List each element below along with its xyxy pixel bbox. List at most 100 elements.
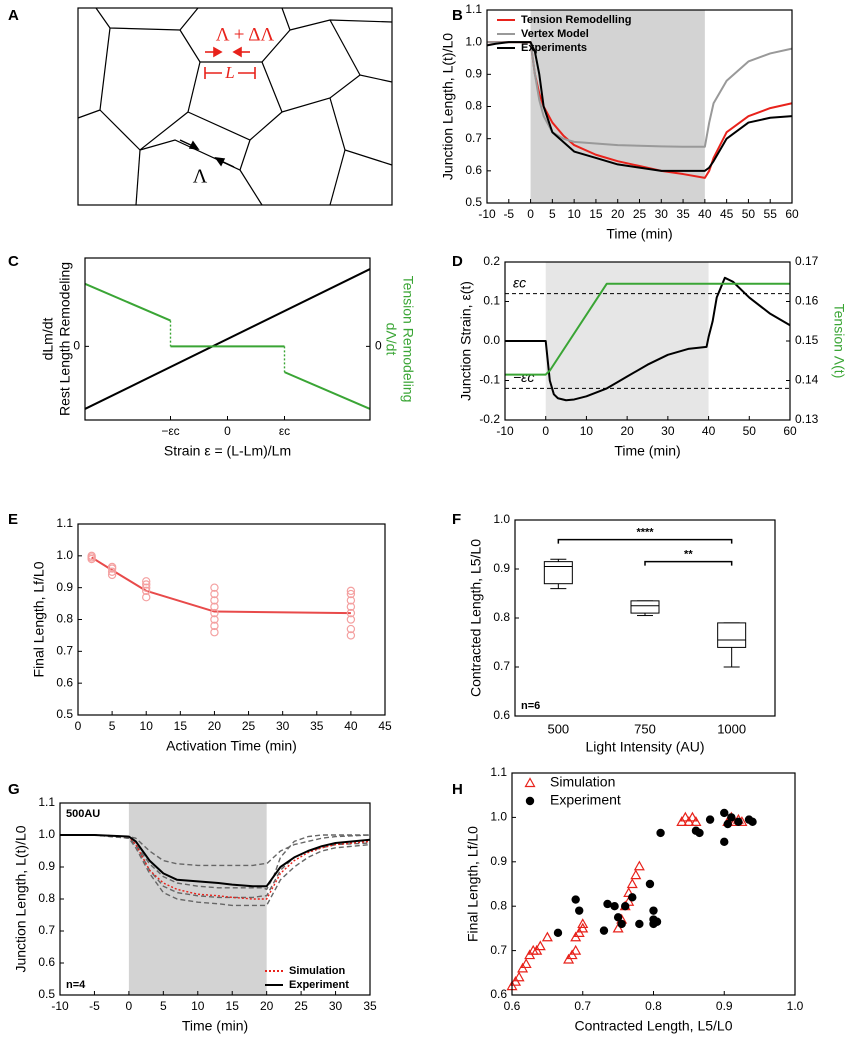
panel-label: B	[452, 7, 463, 24]
panel-label: F	[452, 511, 461, 528]
series-line	[91, 556, 351, 615]
marker	[346, 631, 356, 640]
significance-bracket	[557, 538, 733, 544]
y-tick-label: 0.9	[38, 859, 55, 873]
y-axis-label: Junction Strain, ε(t)	[458, 281, 474, 401]
arrow-head	[188, 140, 200, 150]
panel-label: A	[8, 7, 19, 24]
marker	[210, 602, 219, 611]
x-tick-label: 40	[702, 424, 716, 438]
x-tick-label: 20	[260, 999, 274, 1013]
x-tick-label: 1.0	[787, 999, 804, 1013]
x-tick-label: -5	[503, 207, 514, 221]
x-axis-label: Time (min)	[606, 226, 672, 242]
x-tick-label: 20	[620, 424, 634, 438]
marker	[695, 828, 704, 838]
marker	[610, 902, 619, 911]
y-tick-label: 0.8	[465, 99, 482, 113]
marker	[720, 808, 729, 818]
x-tick-label: -10	[51, 999, 69, 1013]
marker	[346, 608, 356, 618]
plot-frame	[511, 772, 796, 996]
y-tick-label: 0.9	[493, 561, 510, 575]
x-tick-label: 30	[661, 424, 675, 438]
x-tick-label: -5	[89, 999, 100, 1013]
legend-label: Simulation	[289, 965, 346, 977]
marker	[603, 899, 612, 909]
x-tick-label: 50	[743, 424, 757, 438]
y-tick-label: 0.7	[465, 131, 482, 145]
significance-label: **	[684, 549, 693, 561]
y2-tick-label: 0.15	[795, 333, 819, 347]
marker	[626, 878, 638, 889]
x-tick-label: 0	[527, 207, 534, 221]
x-tick-label: 500	[547, 721, 569, 736]
legend-label: Experiments	[521, 42, 587, 54]
box	[717, 622, 747, 648]
y-tick-label: 0.9	[56, 580, 73, 594]
x-tick-label: 30	[276, 719, 290, 733]
series-line	[505, 276, 791, 402]
label-background	[222, 66, 238, 82]
marker	[210, 583, 219, 592]
marker	[734, 817, 743, 827]
y-tick-label: 0.9	[465, 67, 482, 81]
marker	[87, 551, 96, 561]
x-tick-label: 15	[589, 207, 603, 221]
marker	[210, 596, 219, 605]
plot-frame	[84, 257, 371, 421]
marker	[705, 815, 715, 824]
tension-arrows	[204, 46, 256, 79]
plot-frame	[77, 523, 386, 716]
cell-edge	[329, 97, 393, 166]
marker	[628, 893, 637, 902]
marker	[142, 580, 151, 589]
threshold-label: −εc	[513, 369, 534, 385]
marker	[525, 796, 535, 806]
y-tick-label: 1.1	[465, 2, 482, 16]
cell-edge	[261, 61, 393, 113]
x-tick-label: 15	[226, 999, 240, 1013]
marker	[107, 570, 117, 580]
marker	[613, 913, 623, 922]
x-tick-label: 40	[698, 207, 712, 221]
marker	[210, 589, 219, 599]
y-tick-label: 0.6	[56, 675, 73, 689]
x-tick-label: 0	[224, 424, 231, 438]
marker	[513, 971, 525, 982]
marker	[575, 906, 584, 915]
x-axis-label: Time (min)	[614, 443, 680, 459]
y-tick-label: 1.1	[490, 765, 507, 779]
y-tick-label: 1.0	[490, 810, 507, 824]
y-tick-label: 0.8	[56, 612, 73, 626]
marker	[210, 628, 219, 637]
y2-tick-label: 0.13	[795, 412, 819, 426]
marker	[679, 811, 691, 822]
x-tick-label: 0	[75, 719, 82, 733]
x-tick-label: 0.8	[645, 999, 662, 1013]
x-tick-label: 0.6	[504, 999, 521, 1013]
x-tick-label: 750	[634, 721, 656, 736]
arrow-head	[214, 157, 226, 167]
x-tick-label: 25	[242, 719, 256, 733]
x-tick-label: 25	[294, 999, 308, 1013]
marker	[686, 811, 698, 822]
significance-bracket	[644, 560, 733, 566]
y-tick-label: 0.1	[483, 294, 500, 308]
marker	[520, 958, 532, 969]
marker	[210, 608, 219, 618]
marker	[617, 919, 626, 929]
x-tick-label: 10	[191, 999, 205, 1013]
y-tick-label: 1.1	[38, 795, 55, 809]
marker	[645, 879, 655, 889]
marker	[599, 926, 609, 935]
x-tick-label: 60	[785, 207, 799, 221]
annotation: 500AU	[66, 808, 100, 820]
marker	[553, 928, 563, 938]
marker	[649, 919, 658, 929]
x-axis-label: Activation Time (min)	[166, 738, 297, 754]
marker	[621, 902, 630, 911]
marker	[142, 583, 151, 592]
y2-tick-label: 0	[375, 339, 382, 353]
